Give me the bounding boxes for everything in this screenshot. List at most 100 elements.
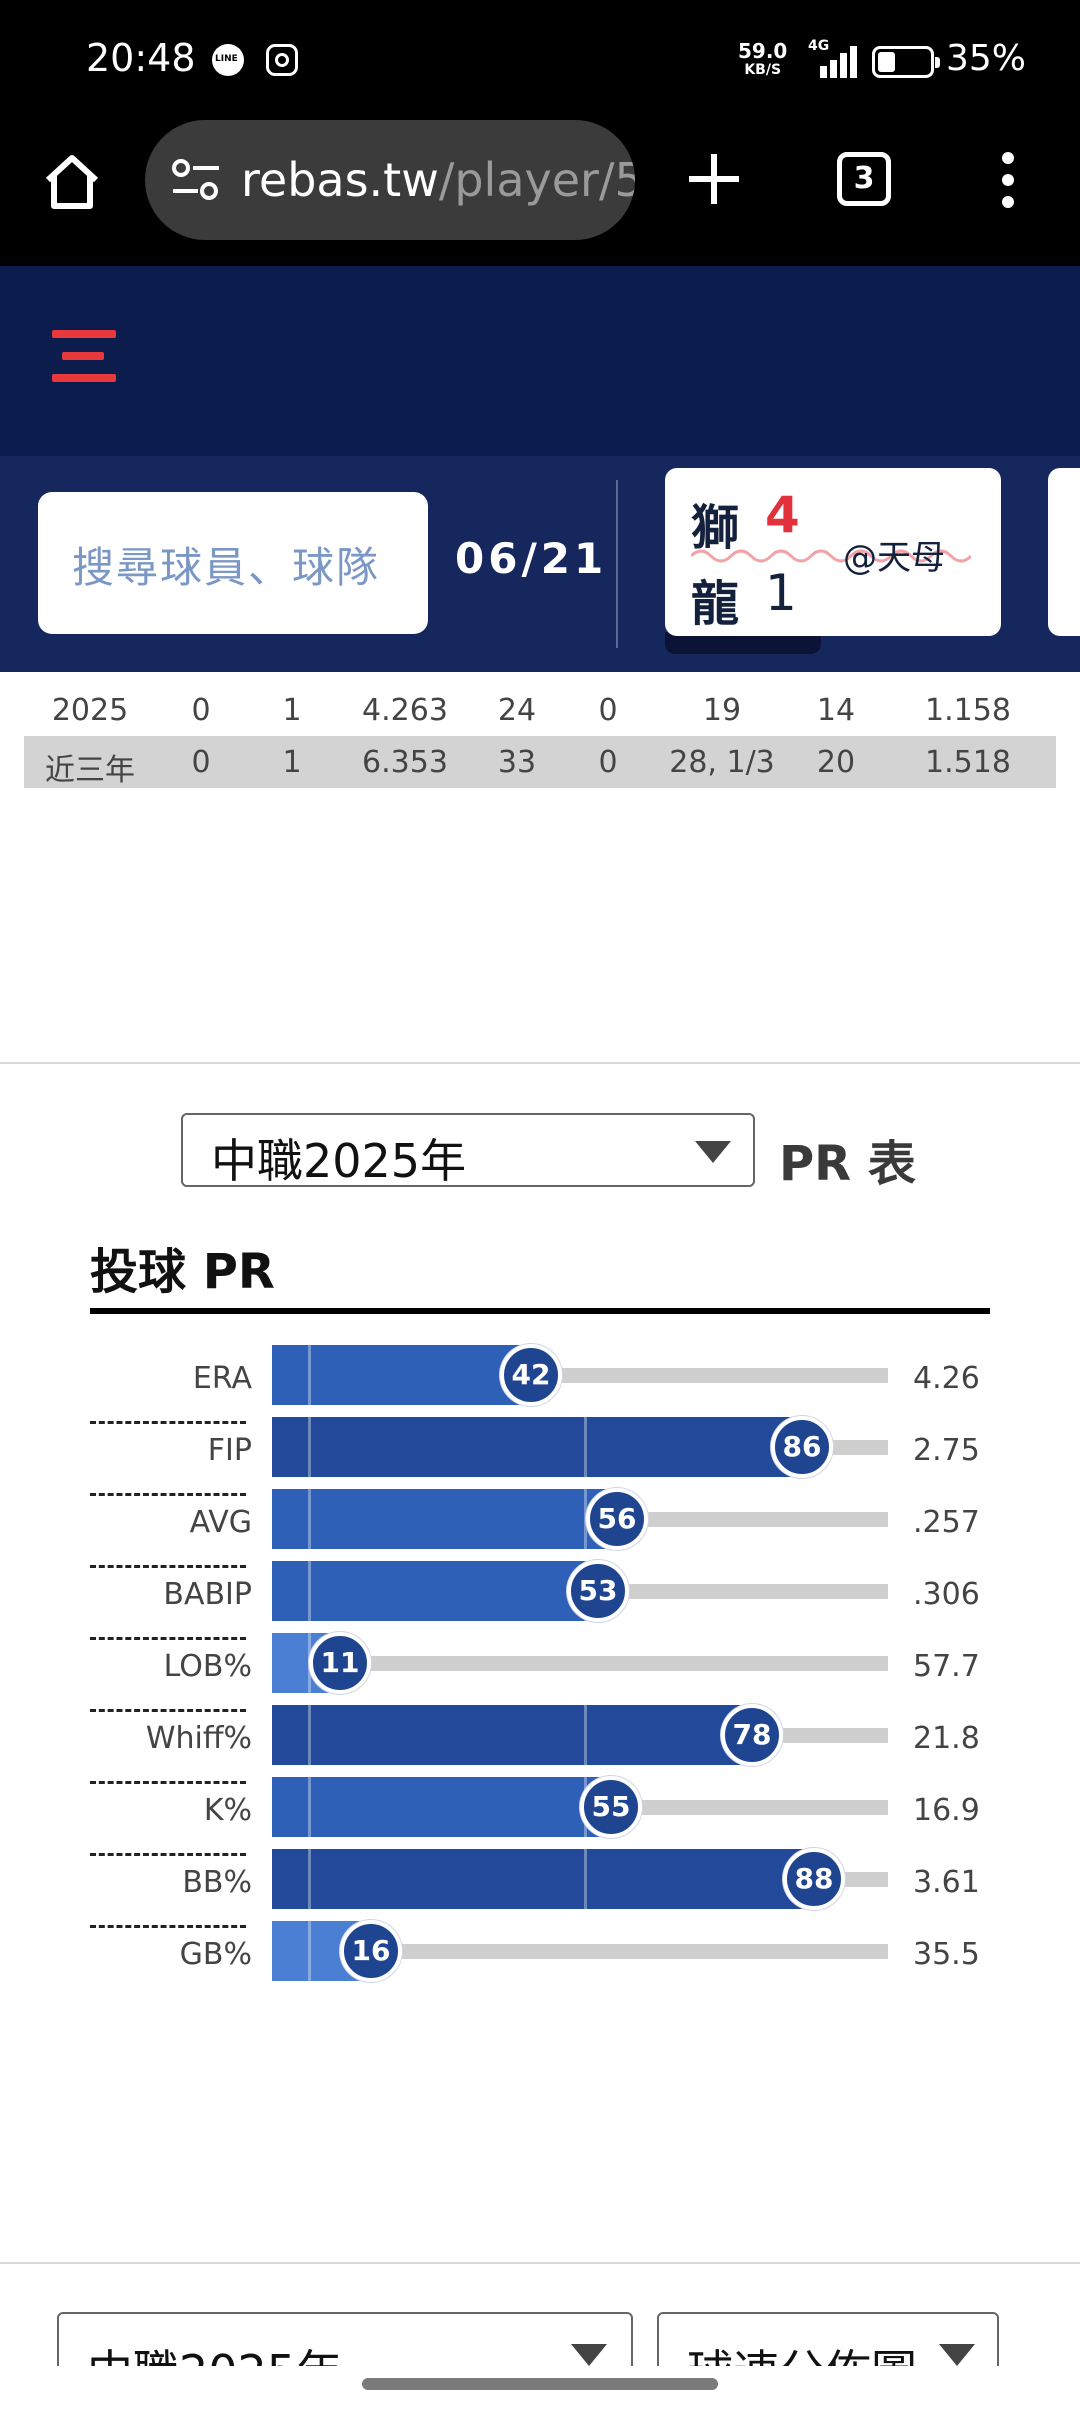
pr-metric-value: .257 <box>913 1505 980 1540</box>
row-divider <box>90 1637 246 1640</box>
gesture-bar[interactable] <box>362 2378 718 2390</box>
url-host: rebas.tw <box>241 153 439 207</box>
row-divider <box>90 1565 246 1568</box>
pr-bar <box>272 1777 611 1837</box>
strip-divider <box>616 480 618 648</box>
row-divider <box>90 1853 246 1856</box>
pr-table-label: PR 表 <box>779 1136 916 1192</box>
row-divider <box>90 1781 246 1784</box>
pr-metric-value: 16.9 <box>913 1793 980 1828</box>
title-underline <box>90 1308 990 1314</box>
new-tab-icon[interactable] <box>683 148 745 210</box>
pr-value-badge: 86 <box>771 1416 833 1478</box>
table-cell: 0 <box>191 693 211 728</box>
pr-bar <box>272 1561 598 1621</box>
squiggle-decoration <box>691 549 971 563</box>
table-cell: 1.518 <box>925 745 1011 780</box>
network-speed: 59.0 KB/S <box>738 41 787 80</box>
battery-level: 35% <box>946 38 1027 79</box>
chart-type-select[interactable]: 球速分佈圖 <box>657 2312 999 2366</box>
table-cell: 28, 1/3 <box>669 745 775 780</box>
table-cell: 0 <box>598 745 618 780</box>
pr-row: Whiff% 78 21.8 <box>0 1704 1080 1784</box>
chevron-down-icon <box>571 2344 607 2366</box>
chevron-down-icon <box>695 1141 731 1163</box>
line-icon <box>212 44 244 76</box>
status-time: 20:48 <box>86 36 196 80</box>
pr-value-badge: 11 <box>309 1632 371 1694</box>
section-divider <box>0 1062 1080 1064</box>
score-strip: 搜尋球員、球隊 06/21 獅 4 @天母 龍 1 <box>0 456 1080 672</box>
site-header <box>0 266 1080 456</box>
pr-row: FIP 86 2.75 <box>0 1416 1080 1496</box>
pr-row: AVG 56 .257 <box>0 1488 1080 1568</box>
url-text[interactable]: rebas.tw/player/5 <box>241 153 635 207</box>
pr-metric-value: 2.75 <box>913 1433 980 1468</box>
pr-metric-label: BABIP <box>163 1577 252 1612</box>
table-cell: 2025 <box>51 693 129 728</box>
section-title: 投球 PR <box>90 1244 275 1300</box>
pr-bar <box>272 1345 531 1405</box>
search-placeholder: 搜尋球員、球隊 <box>72 543 381 592</box>
pr-metric-label: LOB% <box>163 1649 252 1684</box>
table-cell: 24 <box>497 693 537 728</box>
table-row: 2025 0 1 4.263 24 0 19 14 1.158 <box>24 684 1056 736</box>
table-cell: 1 <box>282 745 302 780</box>
table-cell: 20 <box>816 745 856 780</box>
league-year-select-2-value: 中職2025年 <box>87 2336 342 2366</box>
table-cell: 近三年 <box>45 753 135 788</box>
pr-metric-label: GB% <box>179 1937 252 1972</box>
signal-icon: 4G <box>808 38 857 78</box>
table-cell: 4.263 <box>362 693 448 728</box>
game-card[interactable]: 獅 4 @天母 龍 1 <box>665 468 1001 636</box>
game-card-tab <box>665 632 821 654</box>
pr-bar <box>272 1705 752 1765</box>
league-year-select-2[interactable]: 中職2025年 <box>57 2312 633 2366</box>
menu-icon[interactable] <box>52 330 116 382</box>
league-year-select[interactable]: 中職2025年 <box>181 1113 755 1187</box>
home-score: 4 <box>765 486 800 544</box>
table-cell: 0 <box>598 693 618 728</box>
pr-metric-label: Whiff% <box>145 1721 252 1756</box>
pr-metric-label: ERA <box>192 1361 252 1396</box>
table-cell: 0 <box>191 745 211 780</box>
pr-metric-value: 21.8 <box>913 1721 980 1756</box>
chevron-down-icon <box>939 2344 975 2366</box>
pr-value-badge: 88 <box>783 1848 845 1910</box>
search-input[interactable]: 搜尋球員、球隊 <box>38 492 428 634</box>
pr-bar <box>272 1417 802 1477</box>
game-card-next[interactable] <box>1048 468 1080 636</box>
tab-switcher-button[interactable]: 3 <box>837 152 891 206</box>
pr-track <box>272 1944 888 1959</box>
pr-metric-value: 4.26 <box>913 1361 980 1396</box>
site-settings-icon[interactable] <box>171 158 221 202</box>
pr-value-badge: 16 <box>340 1920 402 1982</box>
table-cell: 1 <box>282 693 302 728</box>
network-type: 4G <box>808 38 830 54</box>
instagram-icon <box>266 44 298 76</box>
schedule-date[interactable]: 06/21 <box>455 534 608 583</box>
section-divider <box>0 2262 1080 2264</box>
pr-metric-value: 3.61 <box>913 1865 980 1900</box>
battery-icon <box>872 46 940 78</box>
pr-metric-value: 57.7 <box>913 1649 980 1684</box>
status-bar: 20:48 59.0 KB/S 4G 35% <box>0 0 1080 120</box>
home-team: 獅 <box>691 500 740 556</box>
game-venue: @天母 <box>843 538 945 578</box>
home-icon[interactable] <box>40 150 104 214</box>
table-cell: 6.353 <box>362 745 448 780</box>
pr-row: BB% 88 3.61 <box>0 1848 1080 1928</box>
pr-metric-label: FIP <box>207 1433 252 1468</box>
pr-value-badge: 53 <box>567 1560 629 1622</box>
league-year-select-value: 中職2025年 <box>211 1134 467 1187</box>
address-bar[interactable]: rebas.tw/player/5 <box>145 120 635 240</box>
row-divider <box>90 1493 246 1496</box>
away-score: 1 <box>765 564 797 622</box>
network-speed-unit: KB/S <box>744 62 782 78</box>
pr-value-badge: 42 <box>500 1344 562 1406</box>
pr-metric-value: .306 <box>913 1577 980 1612</box>
more-options-icon[interactable] <box>990 148 1026 212</box>
table-cell: 33 <box>497 745 537 780</box>
pr-metric-label: BB% <box>182 1865 252 1900</box>
pr-bar <box>272 1849 814 1909</box>
